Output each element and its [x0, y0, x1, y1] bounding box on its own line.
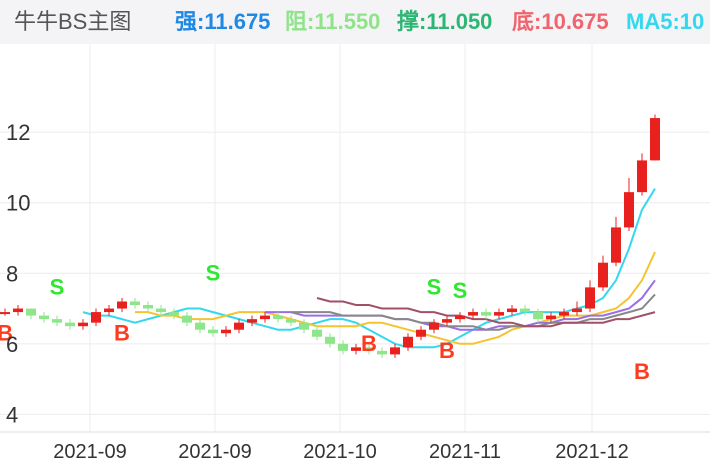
candle-body — [91, 312, 101, 323]
candle-body — [286, 319, 296, 323]
indicator-strong: 强:11.675 — [175, 9, 271, 34]
candle-body — [273, 315, 283, 320]
candle-body — [403, 336, 413, 348]
candle-body — [26, 308, 36, 316]
buy-signal: B — [361, 331, 377, 356]
candle-body — [13, 308, 23, 313]
candle-body — [351, 347, 361, 351]
indicator-ma5-label: MA5 — [626, 9, 673, 34]
y-tick-label: 12 — [6, 120, 30, 145]
candle-body — [39, 315, 49, 320]
x-axis-labels: 2021-09 2021-09 2021-10 2021-11 2021-12 — [53, 441, 628, 463]
candle-body — [299, 322, 309, 330]
candle-body — [481, 312, 491, 316]
candle-body — [455, 315, 465, 320]
indicator-support-label: 撑 — [397, 9, 420, 34]
indicator-ma5: MA5:10 — [626, 9, 705, 34]
x-tick-label: 2021-09 — [53, 441, 126, 463]
candle-body — [325, 336, 335, 344]
candle-body — [611, 227, 621, 263]
indicator-resistance: 阻:11.550 — [285, 9, 381, 34]
moving-average-lines — [82, 188, 656, 349]
ma-line-ma20 — [265, 279, 656, 331]
x-tick-label: 2021-12 — [555, 441, 628, 463]
candle-body — [559, 312, 569, 316]
candle-body — [390, 347, 400, 355]
candle-body — [312, 329, 322, 337]
candle-body — [598, 262, 608, 288]
candle-body — [234, 322, 244, 330]
candle-body — [182, 315, 192, 323]
y-tick-label: 6 — [6, 332, 18, 357]
indicator-bottom-label: 底 — [512, 9, 535, 34]
chart-grid — [0, 44, 710, 433]
candle-body — [156, 308, 166, 313]
candlesticks — [0, 114, 660, 358]
indicator-strong-label: 强 — [175, 9, 198, 34]
indicator-bottom-value: 10.675 — [541, 9, 609, 34]
candle-body — [520, 308, 530, 313]
candle-body — [117, 301, 127, 309]
buy-signal: B — [634, 359, 650, 384]
indicator-resistance-label: 阻 — [285, 9, 308, 34]
candle-body — [364, 347, 374, 351]
indicator-ma5-value: 10 — [679, 9, 705, 34]
candle-body — [572, 308, 582, 313]
indicator-support-value: 11.050 — [426, 9, 493, 34]
candle-body — [130, 301, 140, 306]
candle-body — [507, 308, 517, 313]
sell-signal: S — [427, 274, 442, 299]
indicator-strong-value: 11.675 — [204, 9, 271, 34]
candle-body — [78, 322, 88, 327]
candle-body — [247, 319, 257, 323]
indicator-title[interactable]: 牛牛BS主图 — [14, 9, 132, 34]
y-tick-label: 4 — [6, 402, 18, 427]
candle-body — [585, 287, 595, 309]
candle-body — [195, 322, 205, 330]
candle-body — [221, 329, 231, 334]
buy-signal: B — [0, 320, 13, 345]
candle-body — [650, 118, 660, 161]
indicator-support: 撑:11.050 — [397, 9, 493, 34]
y-tick-label: 8 — [6, 261, 18, 286]
candle-body — [533, 312, 543, 320]
candle-body — [0, 312, 10, 315]
indicator-resistance-value: 11.550 — [314, 9, 381, 34]
sell-signal: S — [50, 274, 65, 299]
chart-header: 牛牛BS主图 强:11.675 阻:11.550 撑:11.050 底:10.6… — [0, 0, 710, 44]
candle-body — [338, 343, 348, 351]
candle-body — [442, 319, 452, 323]
candle-body — [52, 319, 62, 323]
x-tick-label: 2021-09 — [178, 441, 251, 463]
candle-body — [65, 322, 75, 327]
candle-body — [546, 315, 556, 320]
buy-signal: B — [439, 338, 455, 363]
candle-body — [260, 315, 270, 320]
ma-line-ma30 — [291, 293, 656, 331]
y-axis-labels: 4 6 8 10 12 — [6, 120, 30, 427]
indicator-bottom: 底:10.675 — [512, 9, 609, 34]
candle-body — [416, 329, 426, 337]
sell-signal: S — [206, 260, 221, 285]
candle-body — [637, 160, 647, 193]
candle-body — [208, 329, 218, 334]
candle-body — [429, 322, 439, 330]
candle-body — [494, 312, 504, 316]
buy-signal: B — [114, 320, 130, 345]
y-tick-label: 10 — [6, 191, 30, 216]
sell-signal: S — [453, 278, 468, 303]
candle-body — [104, 308, 114, 313]
x-tick-label: 2021-10 — [303, 441, 376, 463]
candle-body — [169, 312, 179, 316]
candle-body — [143, 305, 153, 309]
candle-body — [377, 350, 387, 355]
candle-body — [624, 192, 634, 228]
candle-body — [468, 312, 478, 316]
x-tick-label: 2021-11 — [429, 441, 501, 463]
